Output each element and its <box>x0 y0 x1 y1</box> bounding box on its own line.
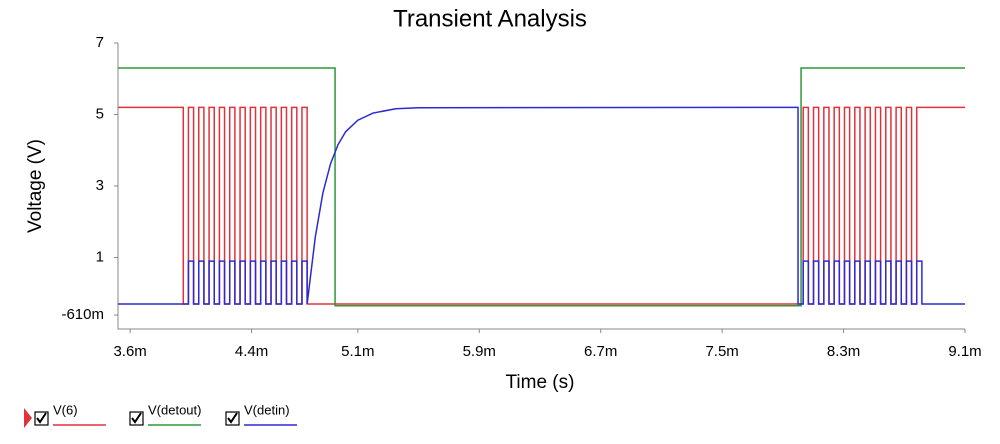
y-axis-title: Voltage (V) <box>25 139 46 233</box>
legend-marker <box>24 408 32 428</box>
chart-title: Transient Analysis <box>393 5 587 32</box>
legend-check <box>227 412 238 424</box>
x-tick-label: 3.6m <box>113 343 146 360</box>
legend-check <box>36 412 47 424</box>
legend-label: V(detin) <box>244 402 290 417</box>
x-tick-label: 8.3m <box>827 343 860 360</box>
y-tick-label: -610m <box>61 306 104 323</box>
axes <box>117 43 965 330</box>
y-tick-label: 7 <box>96 34 104 51</box>
x-tick-label: 5.9m <box>463 343 496 360</box>
y-tick-label: 1 <box>96 248 104 265</box>
trace <box>118 106 965 305</box>
legend-label: V(6) <box>53 402 78 417</box>
x-tick-label: 7.5m <box>705 343 738 360</box>
trace <box>118 106 965 305</box>
trace <box>118 67 965 307</box>
legend-check <box>131 412 142 424</box>
y-tick-label: 3 <box>96 177 104 194</box>
x-axis-title: Time (s) <box>506 372 575 393</box>
legend-label: V(detout) <box>148 402 201 417</box>
x-tick-label: 5.1m <box>341 343 374 360</box>
x-tick-label: 9.1m <box>948 343 981 360</box>
y-tick-label: 5 <box>96 105 104 122</box>
x-tick-label: 6.7m <box>584 343 617 360</box>
x-tick-label: 4.4m <box>235 343 268 360</box>
